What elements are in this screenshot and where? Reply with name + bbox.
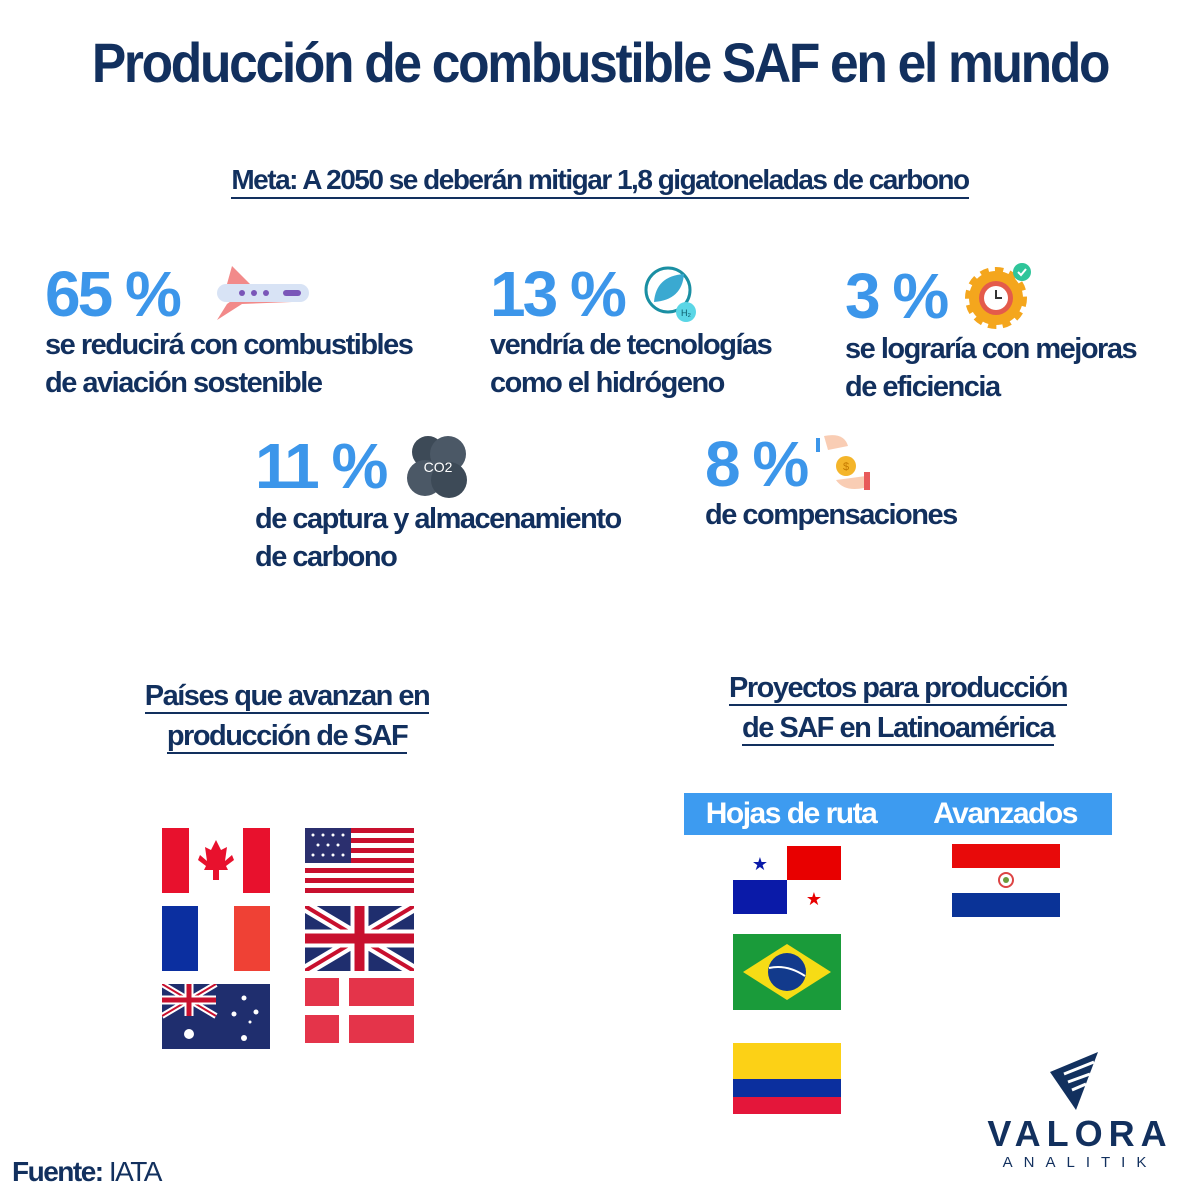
- stat-65: 65 % se reducirá con combustibles de avi…: [45, 258, 414, 399]
- countries-heading: Países que avanzan en producción de SAF: [144, 680, 431, 754]
- logo-wing-icon: [1050, 1052, 1098, 1110]
- flag-brazil: [733, 934, 841, 1010]
- co2-cloud-icon: CO2: [407, 436, 468, 498]
- valora-analitik-logo: VALORA ANALITIK: [975, 1052, 1185, 1173]
- gear-clock-icon: [965, 263, 1032, 329]
- flag-colombia: [733, 1043, 841, 1114]
- goal-subtitle: Meta: A 2050 se deberán mitigar 1,8 giga…: [0, 164, 1200, 199]
- stat-3: 3 % se lograría con mejoras de eficienci…: [845, 260, 1138, 403]
- latam-header-bar: Hojas de ruta Avanzados: [684, 793, 1112, 835]
- airplane-icon: [216, 266, 309, 320]
- stat-11: 11 % CO2 de captura y almacenamiento de …: [255, 430, 622, 573]
- flag-united-kingdom: [305, 906, 414, 971]
- flag-paraguay: [952, 844, 1060, 917]
- stat-8: 8 % $ de compensaciones: [705, 428, 958, 531]
- flag-france: [162, 906, 270, 971]
- svg-text:H₂: H₂: [681, 308, 691, 318]
- hydrogen-leaf-icon: H₂: [644, 266, 696, 322]
- flag-united-states: [305, 828, 414, 893]
- svg-text:★: ★: [806, 889, 822, 909]
- col-advanced: Avanzados: [933, 797, 1078, 830]
- flag-australia: [162, 984, 270, 1049]
- svg-text:CO2: CO2: [424, 459, 453, 475]
- flag-panama: ★★: [733, 846, 841, 914]
- flag-canada: [162, 828, 270, 893]
- source-note: Fuente: IATA: [12, 1156, 162, 1187]
- svg-text:★: ★: [752, 854, 768, 874]
- flag-denmark: [305, 978, 414, 1043]
- coin-hands-icon: $: [816, 435, 871, 490]
- latam-heading: Proyectos para producción de SAF en Lati…: [729, 672, 1069, 746]
- svg-text:$: $: [843, 461, 849, 473]
- stat-13: 13 % H₂ vendría de tecnologías como el h…: [490, 258, 773, 399]
- page-title: Producción de combustible SAF en el mund…: [91, 31, 1111, 94]
- col-roadmap: Hojas de ruta: [705, 797, 878, 830]
